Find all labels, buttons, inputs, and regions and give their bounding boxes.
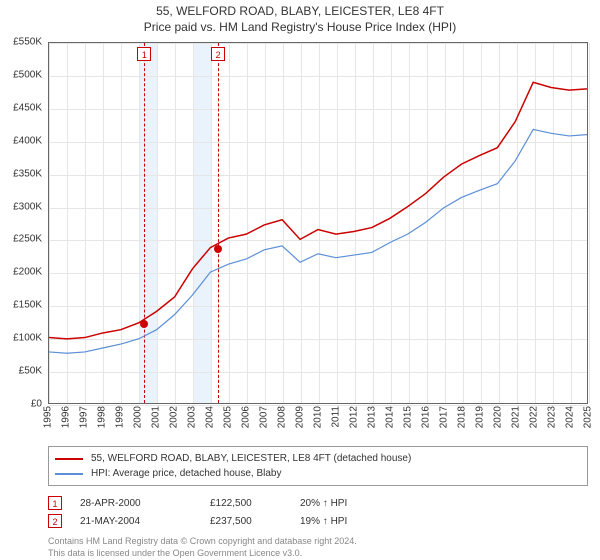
transaction-table: 1 28-APR-2000 £122,500 20% ↑ HPI 2 21-MA… [48,494,588,530]
tx-marker-label: 1 [137,47,151,61]
x-tick-label: 2020 [493,406,504,428]
tx-price: £122,500 [210,498,300,509]
x-tick-label: 2010 [313,406,324,428]
x-tick-label: 2009 [295,406,306,428]
tx-price: £237,500 [210,516,300,527]
x-tick-label: 2013 [367,406,378,428]
y-tick-label: £100K [13,333,42,344]
legend-label: 55, WELFORD ROAD, BLABY, LEICESTER, LE8 … [91,453,411,464]
x-tick-label: 1997 [79,406,90,428]
y-tick-label: £150K [13,300,42,311]
y-axis-labels: £0£50K£100K£150K£200K£250K£300K£350K£400… [0,42,46,404]
x-tick-label: 2004 [205,406,216,428]
x-tick-label: 2021 [511,406,522,428]
x-tick-label: 2007 [259,406,270,428]
tx-date: 28-APR-2000 [80,498,210,509]
tx-point [140,320,148,328]
y-tick-label: £50K [19,366,42,377]
x-tick-label: 1998 [97,406,108,428]
x-tick-label: 2000 [133,406,144,428]
series-line-hpi [49,129,587,353]
chart-svg [49,43,587,403]
y-tick-label: £350K [13,168,42,179]
legend-swatch [55,473,83,475]
legend-box: 55, WELFORD ROAD, BLABY, LEICESTER, LE8 … [48,446,588,486]
x-tick-label: 2011 [331,406,342,428]
x-tick-label: 2024 [565,406,576,428]
x-tick-label: 2014 [385,406,396,428]
x-tick-label: 1995 [43,406,54,428]
tx-marker: 1 [48,496,62,510]
attribution-line: Contains HM Land Registry data © Crown c… [48,536,588,548]
x-axis-labels: 1995199619971998199920002001200220032004… [48,404,588,448]
gridline-v [589,43,590,403]
y-tick-label: £500K [13,69,42,80]
x-tick-label: 2001 [151,406,162,428]
x-tick-label: 2008 [277,406,288,428]
x-tick-label: 2023 [547,406,558,428]
title-block: 55, WELFORD ROAD, BLABY, LEICESTER, LE8 … [0,0,600,34]
tx-delta: 19% ↑ HPI [300,516,390,527]
tx-point [214,245,222,253]
x-tick-label: 2017 [439,406,450,428]
legend-item-subject: 55, WELFORD ROAD, BLABY, LEICESTER, LE8 … [55,451,581,466]
x-tick-label: 2002 [169,406,180,428]
series-line-subject [49,82,587,339]
transaction-row: 1 28-APR-2000 £122,500 20% ↑ HPI [48,494,588,512]
tx-marker-label: 2 [211,47,225,61]
transaction-row: 2 21-MAY-2004 £237,500 19% ↑ HPI [48,512,588,530]
legend-and-footer: 55, WELFORD ROAD, BLABY, LEICESTER, LE8 … [48,446,588,559]
y-tick-label: £300K [13,201,42,212]
x-tick-label: 2019 [475,406,486,428]
x-tick-label: 2012 [349,406,360,428]
x-tick-label: 2015 [403,406,414,428]
tx-date: 21-MAY-2004 [80,516,210,527]
y-tick-label: £250K [13,234,42,245]
attribution-line: This data is licensed under the Open Gov… [48,548,588,560]
legend-item-hpi: HPI: Average price, detached house, Blab… [55,466,581,481]
x-tick-label: 1996 [61,406,72,428]
y-tick-label: £200K [13,267,42,278]
page-subtitle: Price paid vs. HM Land Registry's House … [0,20,600,34]
x-tick-label: 2018 [457,406,468,428]
y-tick-label: £0 [31,399,42,410]
x-tick-label: 2005 [223,406,234,428]
tx-marker: 2 [48,514,62,528]
y-tick-label: £550K [13,37,42,48]
chart-container: 55, WELFORD ROAD, BLABY, LEICESTER, LE8 … [0,0,600,560]
x-tick-label: 1999 [115,406,126,428]
y-tick-label: £450K [13,102,42,113]
legend-swatch [55,458,83,460]
tx-delta: 20% ↑ HPI [300,498,390,509]
x-tick-label: 2025 [583,406,594,428]
attribution: Contains HM Land Registry data © Crown c… [48,536,588,559]
x-tick-label: 2022 [529,406,540,428]
x-tick-label: 2016 [421,406,432,428]
legend-label: HPI: Average price, detached house, Blab… [91,468,282,479]
gridline-h [49,405,587,406]
x-tick-label: 2006 [241,406,252,428]
x-tick-label: 2003 [187,406,198,428]
chart-area: 12 [48,42,588,404]
page-title: 55, WELFORD ROAD, BLABY, LEICESTER, LE8 … [0,4,600,18]
y-tick-label: £400K [13,135,42,146]
